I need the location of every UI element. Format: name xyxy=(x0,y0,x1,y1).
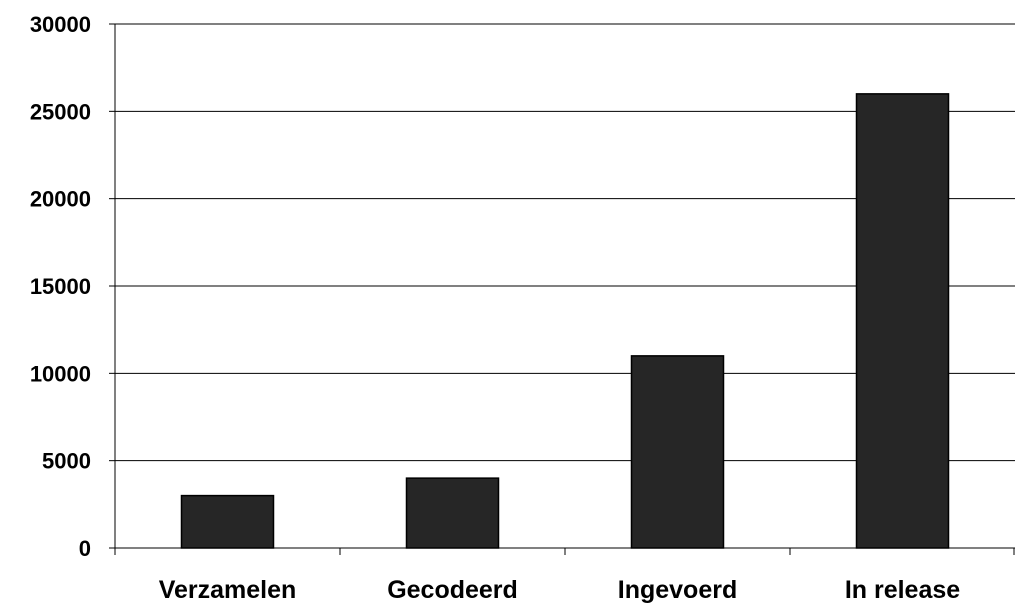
bar-gecodeerd xyxy=(405,477,500,549)
bars xyxy=(180,93,950,549)
x-tick-label: Ingevoerd xyxy=(618,576,737,604)
y-tick-label: 10000 xyxy=(30,361,91,386)
axes xyxy=(109,23,1015,555)
bar-ingevoerd xyxy=(630,355,725,549)
y-tick-label: 15000 xyxy=(30,274,91,299)
y-tick-label: 0 xyxy=(79,536,91,561)
x-tick-label: Verzamelen xyxy=(159,576,297,604)
y-tick-label: 25000 xyxy=(30,99,91,124)
x-tick-label: Gecodeerd xyxy=(387,576,518,604)
y-tick-label: 30000 xyxy=(30,12,91,37)
x-tick-label: In release xyxy=(845,576,960,604)
x-tick-labels: Verzamelen Gecodeerd Ingevoerd In release xyxy=(159,576,961,604)
y-tick-label: 5000 xyxy=(42,449,91,474)
y-tick-labels: 0 5000 10000 15000 20000 25000 30000 xyxy=(30,12,91,561)
bar-verzamelen xyxy=(180,494,275,549)
y-tick-label: 20000 xyxy=(30,187,91,212)
bar-in-release xyxy=(855,93,950,549)
